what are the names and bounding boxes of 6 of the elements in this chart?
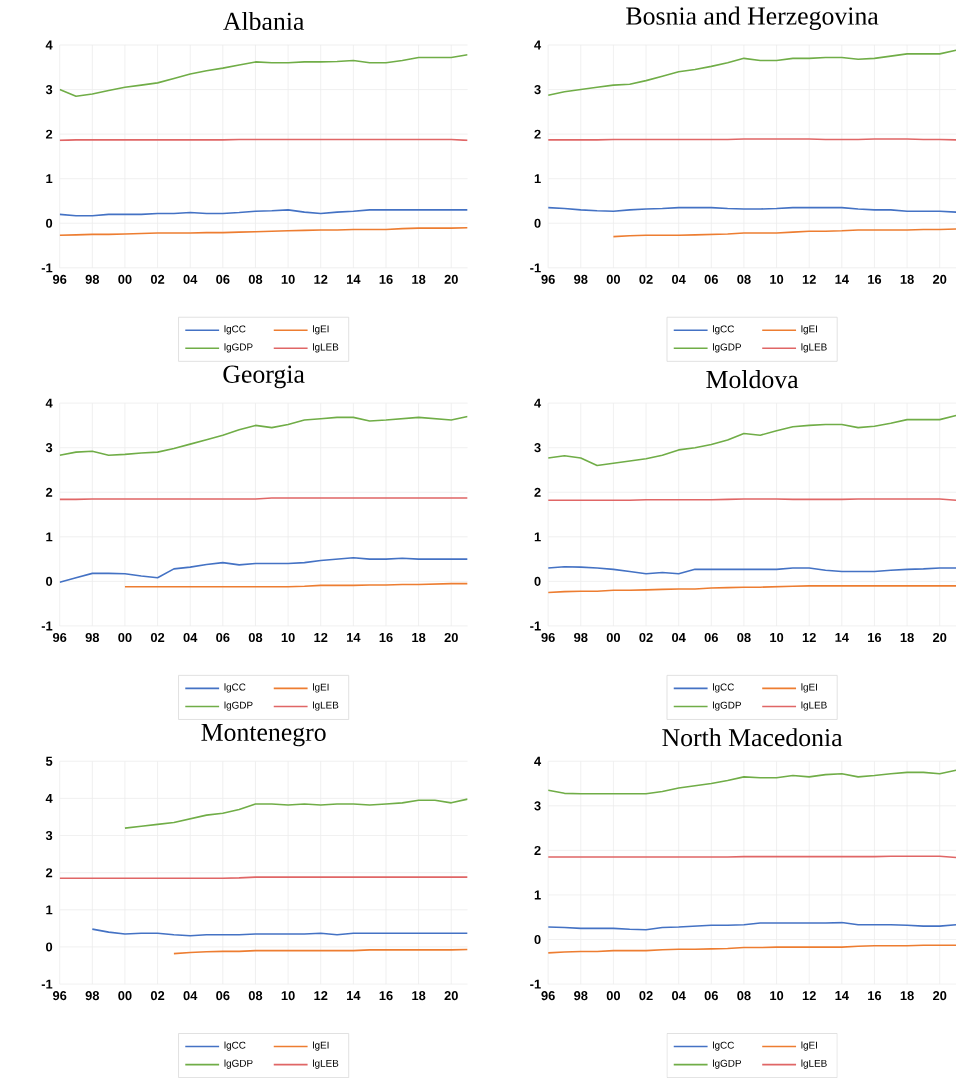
chart-title: Albania [222,11,304,31]
chart-title: Moldova [705,370,798,389]
chart-title: North Macedonia [661,728,842,747]
chart-title: Bosnia and Herzegovina [625,6,878,31]
chart-title: Georgia [222,365,305,389]
chart-title: Montenegro [200,723,326,747]
